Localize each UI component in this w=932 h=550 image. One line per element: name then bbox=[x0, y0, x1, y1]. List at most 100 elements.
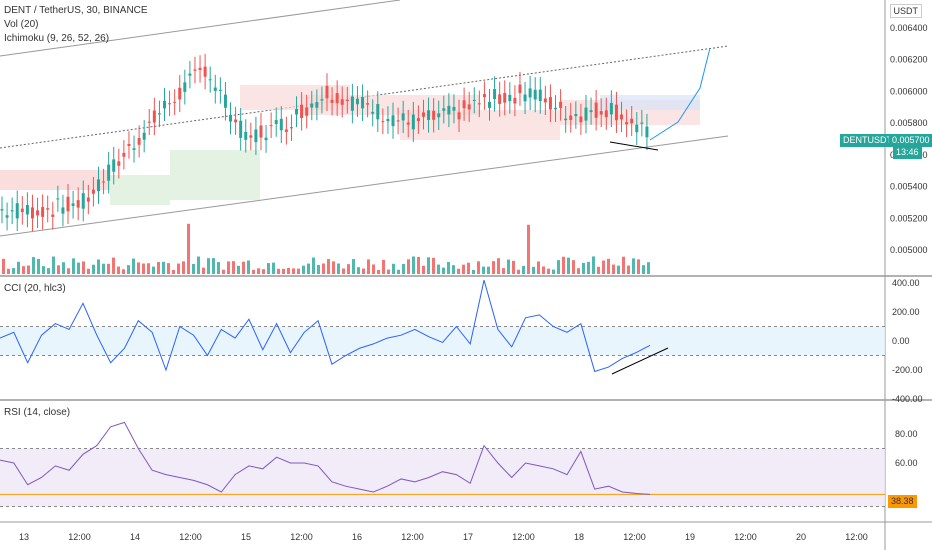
candle-body bbox=[625, 122, 629, 125]
volume-bar bbox=[157, 262, 160, 274]
cci-tick: 400.00 bbox=[892, 278, 920, 288]
volume-bar bbox=[512, 260, 515, 274]
volume-bar bbox=[52, 256, 55, 274]
time-tick: 12:00 bbox=[845, 532, 868, 542]
candle-body bbox=[498, 94, 502, 104]
volume-bar bbox=[207, 258, 210, 274]
cci-tick: 200.00 bbox=[892, 307, 920, 317]
volume-bar bbox=[317, 264, 320, 274]
candle-body bbox=[345, 99, 349, 101]
cci-trendline bbox=[611, 347, 669, 375]
volume-bar bbox=[592, 256, 595, 274]
volume-bar bbox=[322, 263, 325, 274]
candle-body bbox=[533, 89, 537, 100]
price-tick: 0.006400 bbox=[890, 23, 928, 33]
candle-body bbox=[609, 102, 613, 115]
cci-tick: -200.00 bbox=[892, 365, 923, 375]
candle-body bbox=[0, 209, 4, 211]
candle-body bbox=[645, 126, 649, 138]
volume-bar bbox=[172, 269, 175, 274]
countdown-label: 13:46 bbox=[893, 146, 922, 159]
divergence-line bbox=[609, 141, 659, 151]
rsi-band bbox=[0, 448, 885, 507]
candle-body bbox=[554, 107, 558, 110]
time-tick: 18 bbox=[574, 532, 584, 542]
volume-bar bbox=[37, 258, 40, 274]
volume-bar bbox=[137, 262, 140, 274]
time-tick: 16 bbox=[352, 532, 362, 542]
volume-bar bbox=[22, 266, 25, 274]
volume-bar bbox=[127, 265, 130, 274]
candle-body bbox=[279, 118, 283, 131]
volume-bar bbox=[542, 266, 545, 274]
volume-bar bbox=[342, 268, 345, 274]
volume-bar bbox=[2, 258, 5, 274]
candle-body bbox=[300, 104, 304, 118]
candle-body bbox=[284, 129, 288, 132]
candle-body bbox=[432, 110, 436, 120]
candle-body bbox=[5, 215, 9, 218]
candle-body bbox=[76, 200, 80, 208]
volume-bar bbox=[347, 264, 350, 274]
candle-body bbox=[213, 87, 217, 91]
candle-body bbox=[117, 161, 121, 166]
candle-body bbox=[467, 104, 471, 110]
price-tick: 0.005200 bbox=[890, 213, 928, 223]
candle-body bbox=[630, 118, 634, 124]
volume-bar bbox=[197, 256, 200, 274]
candle-body bbox=[355, 98, 359, 105]
volume-bar bbox=[182, 261, 185, 274]
volume-bar bbox=[537, 261, 540, 274]
candle-body bbox=[264, 137, 268, 141]
candle-body bbox=[635, 124, 639, 133]
volume-bar bbox=[12, 268, 15, 274]
candle-body bbox=[421, 112, 425, 117]
volume-bar bbox=[267, 263, 270, 274]
candle-body bbox=[61, 207, 65, 214]
volume-bar bbox=[602, 260, 605, 274]
candle-body bbox=[254, 129, 258, 143]
ichimoku-cloud bbox=[170, 150, 260, 200]
rsi-line bbox=[0, 421, 651, 495]
volume-bar bbox=[567, 257, 570, 274]
candle-body bbox=[244, 131, 248, 140]
candle-body bbox=[15, 203, 19, 219]
candle-body bbox=[325, 85, 329, 99]
currency-badge[interactable]: USDT bbox=[889, 4, 922, 18]
volume-bar bbox=[617, 265, 620, 274]
volume-bar bbox=[7, 268, 10, 274]
volume-bar bbox=[302, 265, 305, 274]
volume-bar bbox=[47, 268, 50, 274]
volume-bar bbox=[142, 263, 145, 274]
price-tick: 0.005800 bbox=[890, 118, 928, 128]
candle-body bbox=[437, 113, 441, 118]
volume-bar bbox=[392, 263, 395, 274]
candle-body bbox=[427, 110, 431, 120]
candle-body bbox=[518, 84, 522, 94]
candle-body bbox=[574, 114, 578, 117]
volume-bar bbox=[407, 259, 410, 274]
candle-body bbox=[188, 73, 192, 76]
volume-bar bbox=[77, 262, 80, 274]
candle-body bbox=[41, 207, 45, 217]
rsi-tick: 60.00 bbox=[895, 458, 918, 468]
price-tick: 0.005400 bbox=[890, 182, 928, 192]
volume-bar bbox=[262, 269, 265, 274]
candle-body bbox=[579, 116, 583, 123]
last-price-label: 0.005700 bbox=[889, 134, 932, 147]
candle-body bbox=[396, 120, 400, 122]
volume-bar bbox=[17, 261, 20, 274]
volume-bar bbox=[327, 259, 330, 274]
volume-bar bbox=[552, 269, 555, 274]
candle-body bbox=[482, 94, 486, 98]
rsi-current-label: 38.38 bbox=[888, 495, 917, 508]
volume-bar bbox=[257, 268, 260, 274]
candle-body bbox=[259, 125, 263, 138]
candle-body bbox=[614, 104, 618, 121]
volume-bar bbox=[167, 263, 170, 274]
candle-body bbox=[274, 120, 278, 125]
volume-bar bbox=[427, 257, 430, 274]
candle-body bbox=[335, 93, 339, 104]
candle-body bbox=[229, 114, 233, 122]
